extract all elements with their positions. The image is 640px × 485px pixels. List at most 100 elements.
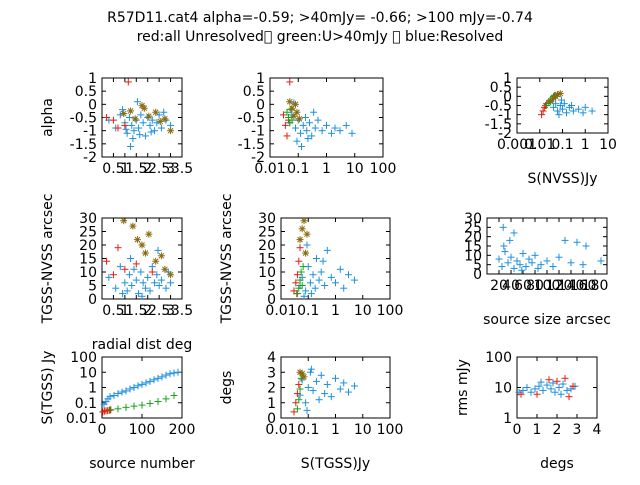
y-tick-label: 0.01 [66,411,97,427]
series-olive [120,217,175,279]
data-point [543,381,551,389]
y-tick-label: 0 [267,411,276,427]
data-point [336,127,344,135]
data-point [568,102,576,109]
data-point [295,257,303,265]
data-point [306,279,314,287]
x-tick-label: 160 [570,278,597,294]
x-tick-label: 0.5 [102,303,124,319]
data-point [299,121,307,129]
y-tick-label: 1 [503,71,512,87]
y-tick-label: 10 [464,248,482,264]
data-point [157,124,165,132]
series-green [293,263,307,298]
x-tick-label: 3 [166,161,175,177]
data-point [106,393,114,401]
series-blue [105,98,175,150]
data-point [292,279,300,287]
data-point [317,268,325,276]
data-point [114,390,122,398]
data-point [130,402,138,410]
data-point [501,248,509,256]
x-tick-label: 0.01 [254,161,285,177]
data-point [283,108,291,116]
data-point [517,390,525,398]
data-point [284,114,292,121]
data-point [298,282,306,289]
data-point [565,393,573,401]
data-point [154,374,162,382]
data-point [547,385,555,393]
data-point [131,115,139,123]
data-point [307,365,315,373]
data-point [139,279,147,287]
data-point [118,388,126,396]
data-point [109,116,117,124]
series-olive [547,90,564,105]
x-tick-label: 3 [573,422,582,438]
data-point [157,252,165,260]
data-point [292,399,300,407]
data-point [120,217,128,225]
data-point [537,261,545,269]
y-tick-label: 10 [79,265,97,281]
data-point [295,396,303,404]
y-tick-label: 0 [88,97,97,113]
y-tick-label: 100 [70,350,97,366]
y-tick-label: -0.5 [485,99,512,115]
y-axis-label: S(TGSS) Jy [40,351,56,425]
data-point [303,406,311,414]
y-tick-label: 0 [473,267,482,283]
y-tick-label: 25 [258,225,276,241]
series-blue [100,368,182,408]
x-tick-label: 3.5 [171,303,193,319]
data-point [106,406,114,414]
x-tick-label: 0.01 [265,303,296,319]
data-point [317,371,325,379]
data-point [327,129,335,137]
x-tick-label: 1 [533,422,542,438]
data-point [151,127,159,135]
data-point [290,112,298,120]
data-point [154,246,162,254]
series-olive [286,98,303,123]
data-point [296,236,304,244]
x-tick-label: 100 [377,303,404,319]
data-point [561,236,569,244]
data-point [123,129,131,137]
x-tick-label: 80 [526,278,544,294]
data-point [296,276,304,284]
x-tick-label: 20 [490,278,508,294]
data-point [296,129,304,137]
y-tick-label: 3 [267,365,276,381]
x-axis-label: source size arcsec [483,312,611,328]
data-point [336,265,344,273]
data-point [160,108,168,116]
data-point [331,124,339,132]
data-point [167,279,175,287]
data-point [114,244,122,252]
data-point [122,403,130,411]
data-point [597,257,605,265]
subplots-group: 0.511.522.533.510.50-0.5-1-1.5-2alpha0.0… [40,71,617,472]
data-point [122,125,130,133]
data-point [559,105,566,113]
data-point [539,107,547,115]
y-tick-label: -2 [83,150,97,166]
x-tick-label: 0.01 [524,137,555,153]
data-point [128,282,136,289]
data-point [132,276,140,284]
y-axis-label: alpha [40,98,56,137]
data-point [549,103,557,111]
data-point [295,115,303,123]
data-point [323,380,331,388]
data-point [309,387,317,395]
data-point [293,405,301,413]
data-point [348,129,356,137]
x-tick-label: 2 [143,161,152,177]
data-point [495,255,503,263]
data-point [527,388,535,396]
